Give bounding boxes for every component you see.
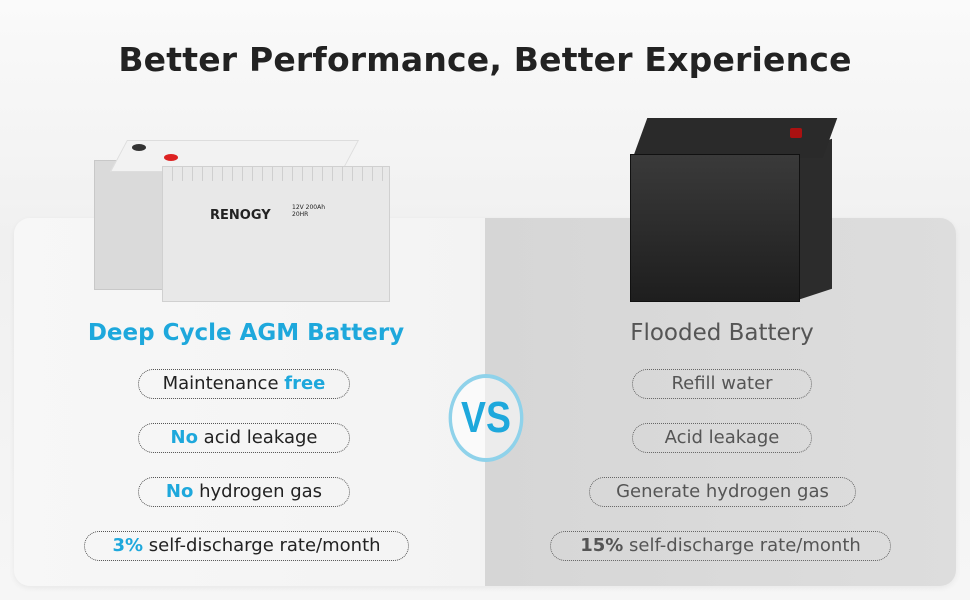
flooded-feature-hydrogen: Generate hydrogen gas	[589, 477, 856, 507]
flooded-battery-image	[630, 110, 840, 305]
agm-feature-maintenance: Maintenance free	[138, 369, 350, 399]
page-title: Better Performance, Better Experience	[118, 40, 852, 79]
flooded-heading: Flooded Battery	[630, 320, 814, 346]
agm-heading: Deep Cycle AGM Battery	[87, 320, 405, 346]
vs-badge: VS	[448, 374, 524, 462]
flooded-feature-acid: Acid leakage	[632, 423, 812, 453]
battery-spec-label: 12V 200Ah 20HR	[292, 204, 326, 218]
flooded-feature-refill: Refill water	[632, 369, 812, 399]
agm-feature-acid: No acid leakage	[138, 423, 350, 453]
brand-logo: RENOGY	[210, 208, 271, 223]
agm-feature-hydrogen: No hydrogen gas	[138, 477, 350, 507]
flooded-feature-self-discharge: 15% self-discharge rate/month	[550, 531, 891, 561]
agm-feature-self-discharge: 3% self-discharge rate/month	[84, 531, 409, 561]
agm-battery-image: RENOGY 12V 200Ah 20HR	[92, 118, 390, 303]
